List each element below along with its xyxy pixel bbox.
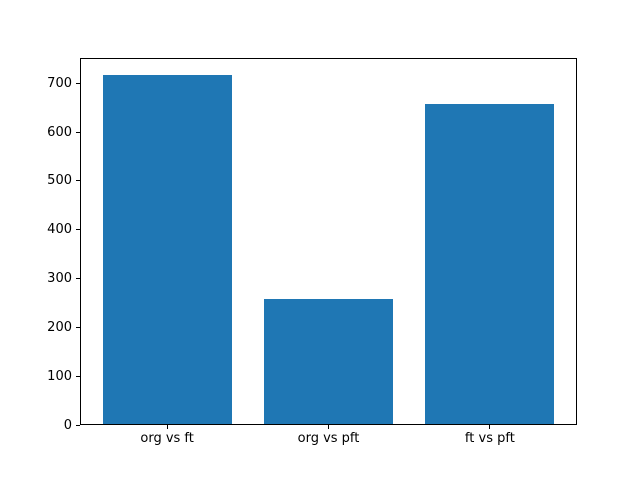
x-tick-mark [328, 425, 329, 429]
y-tick-mark [76, 278, 80, 280]
x-tick-label: org vs pft [297, 431, 360, 446]
y-tick-mark [76, 326, 80, 328]
y-tick-label: 700 [47, 75, 72, 91]
x-tick-label: ft vs pft [464, 431, 515, 446]
bar-org-vs-ft [102, 74, 232, 424]
bar-org-vs-pft [263, 299, 394, 424]
x-tick-mark [489, 425, 491, 429]
plot-area [80, 58, 577, 425]
x-tick-mark [166, 425, 168, 429]
bar-ft-vs-pft [425, 104, 555, 424]
y-tick-mark [76, 180, 80, 182]
y-tick-label: 0 [63, 417, 72, 433]
y-tick-mark [76, 131, 80, 133]
y-tick-label: 200 [47, 319, 72, 335]
y-tick-mark [76, 229, 80, 231]
y-tick-mark [76, 375, 80, 377]
x-tick-label: org vs ft [140, 431, 194, 446]
y-tick-label: 100 [47, 368, 72, 384]
y-tick-label: 300 [47, 271, 72, 287]
y-tick-label: 500 [47, 173, 72, 189]
y-tick-mark [76, 82, 80, 84]
y-tick-mark [76, 424, 80, 426]
y-tick-label: 400 [47, 222, 72, 238]
y-tick-label: 600 [47, 124, 72, 140]
